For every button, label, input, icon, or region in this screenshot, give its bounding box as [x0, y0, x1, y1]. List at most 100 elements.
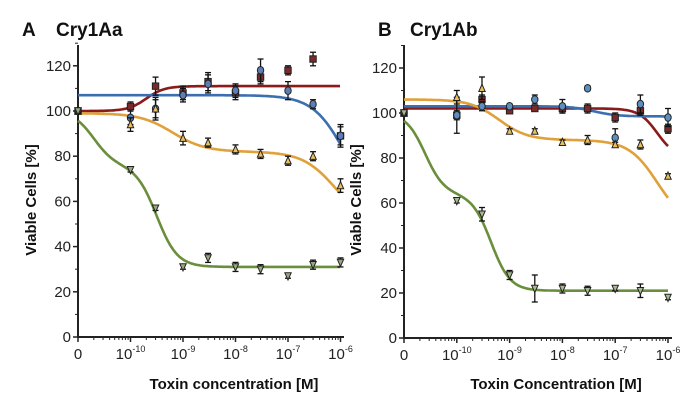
y-tick-label: 40	[54, 239, 71, 256]
data-point-triangle-down	[231, 263, 240, 273]
y-axis-label: Viable Cells [%]	[348, 144, 365, 255]
data-point-triangle-up	[151, 103, 160, 113]
axes: 0 20 40 60 80 100 120 0 10-10 10-9 10-8 10-7 10-6	[372, 45, 680, 364]
data-point-triangle-down	[452, 197, 461, 206]
data-point-circle	[336, 131, 345, 141]
x-tick-label: 10-9	[171, 344, 196, 363]
y-tick-label: 80	[380, 150, 397, 167]
data-point-triangle-down	[530, 284, 539, 294]
series-red	[74, 51, 345, 146]
x-tick-label: 10-7	[276, 344, 301, 363]
y-tick-label: 20	[380, 285, 397, 302]
data-point-circle	[531, 95, 539, 104]
data-point-square	[309, 55, 317, 63]
panel-letter: A	[22, 20, 36, 41]
data-point-circle	[478, 101, 486, 111]
data-point-square	[284, 66, 292, 75]
panel-a: A Cry1Aa Viable Cells [%] Toxin concentr…	[22, 20, 353, 393]
y-tick-label: 20	[54, 284, 71, 301]
x-axis-label: Toxin Concentration [M]	[470, 376, 641, 393]
data-points	[74, 51, 345, 282]
data-point-circle	[231, 86, 240, 95]
chart-title: Cry1Aa	[56, 20, 123, 41]
data-point-triangle-down	[505, 271, 514, 281]
data-point-circle	[284, 86, 292, 95]
fit-curves	[77, 84, 342, 269]
data-point-triangle-up	[179, 132, 187, 142]
data-point-triangle-down	[151, 204, 160, 214]
data-point-triangle-down	[309, 260, 318, 270]
y-tick-label: 0	[63, 329, 71, 346]
data-point-triangle-up	[284, 155, 292, 165]
data-point-triangle-up	[636, 139, 645, 149]
fit-curve-orange	[404, 98, 670, 199]
data-point-circle	[256, 66, 265, 75]
data-point-triangle-up	[452, 92, 461, 101]
panel-letter: B	[378, 20, 392, 41]
fit-curve-blue	[78, 93, 342, 145]
data-point-triangle-up	[583, 134, 592, 144]
chart-title: Cry1Ab	[410, 20, 478, 41]
y-tick-label: 120	[46, 58, 71, 75]
data-point-circle	[453, 110, 461, 120]
y-axis-label: Viable Cells [%]	[23, 144, 40, 255]
data-points	[400, 76, 672, 303]
x-tick-label: 0	[400, 347, 408, 364]
data-point-triangle-down	[179, 263, 187, 273]
series-green	[74, 107, 345, 282]
panel-b: B Cry1Ab Viable Cells [%] Toxin Concentr…	[348, 20, 680, 393]
data-point-square	[126, 102, 135, 111]
x-tick-label: 10-9	[497, 345, 522, 364]
data-point-square	[583, 104, 592, 113]
data-point-circle	[204, 79, 212, 89]
data-point-triangle-up	[336, 180, 345, 190]
fit-curve-green	[403, 119, 668, 293]
data-point-triangle-up	[126, 119, 135, 129]
y-tick-label: 120	[372, 60, 397, 77]
data-point-circle	[558, 101, 567, 111]
data-point-square	[611, 113, 619, 122]
x-tick-label: 10-10	[116, 344, 146, 363]
data-point-triangle-down	[400, 109, 408, 119]
x-tick-label: 0	[74, 346, 82, 363]
data-point-triangle-down	[126, 166, 135, 175]
data-point-triangle-down	[204, 254, 213, 264]
y-tick-label: 100	[372, 105, 397, 122]
data-point-square	[151, 82, 160, 90]
data-point-triangle-up	[256, 148, 265, 158]
data-point-triangle-up	[478, 83, 486, 92]
data-point-circle	[664, 113, 672, 122]
y-tick-label: 60	[54, 193, 71, 210]
data-point-triangle-down	[583, 287, 592, 296]
x-tick-label: 10-6	[656, 345, 681, 364]
data-point-square	[531, 104, 539, 113]
data-point-circle	[505, 101, 514, 111]
data-point-triangle-down	[256, 265, 265, 275]
data-point-triangle-up	[664, 170, 672, 180]
fit-curve-green	[77, 119, 340, 269]
data-point-triangle-down	[74, 107, 82, 117]
data-point-triangle-down	[336, 258, 345, 268]
series-orange	[74, 96, 345, 194]
x-tick-label: 10-8	[223, 344, 248, 363]
data-point-triangle-up	[231, 144, 240, 154]
data-point-triangle-up	[505, 125, 514, 135]
y-tick-label: 0	[389, 330, 397, 347]
data-point-triangle-down	[478, 210, 486, 220]
data-point-triangle-down	[611, 284, 620, 294]
data-point-triangle-up	[530, 125, 539, 135]
series-green	[400, 109, 672, 303]
y-tick-label: 60	[380, 195, 397, 212]
x-axis-label: Toxin concentration [M]	[150, 376, 319, 393]
data-point-circle	[179, 90, 187, 100]
x-tick-label: 10-7	[603, 345, 628, 364]
x-tick-label: 10-6	[328, 344, 353, 363]
y-tick-label: 80	[54, 148, 71, 165]
data-point-triangle-up	[309, 150, 318, 160]
x-tick-label: 10-8	[550, 345, 575, 364]
data-point-triangle-up	[611, 139, 620, 149]
fit-curve-red	[78, 84, 340, 113]
data-point-triangle-down	[664, 293, 672, 303]
fit-curve-red	[404, 107, 669, 148]
